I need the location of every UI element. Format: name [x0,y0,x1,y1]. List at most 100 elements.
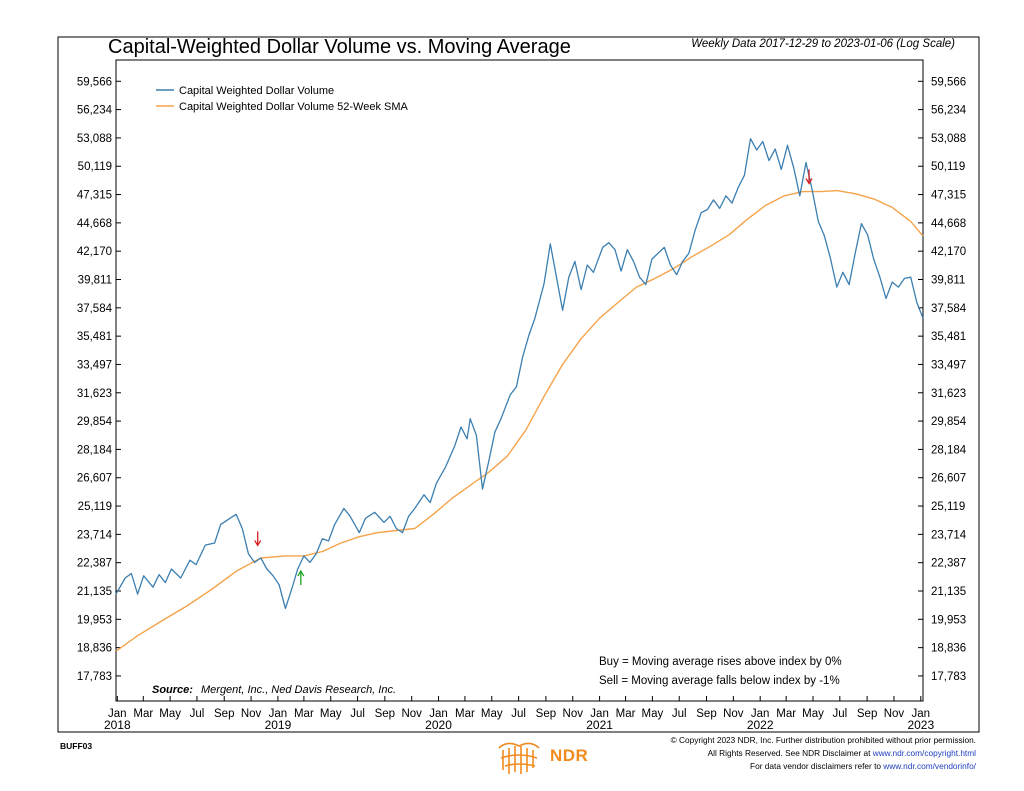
note-sell: Sell = Moving average falls below index … [599,675,840,687]
x-year-label: 2021 [586,718,613,732]
series-layer [115,138,924,652]
x-year-label: 2019 [265,718,292,732]
x-tick-label: Mar [294,708,314,720]
y-tick-label-right: 17,783 [931,671,966,683]
chart-title: Capital-Weighted Dollar Volume vs. Movin… [108,36,571,58]
y-tick-label-right: 59,566 [931,76,966,88]
copyright-line-3-text: For data vendor disclaimers refer to [750,761,884,771]
x-tick-label: Jan [590,708,609,720]
y-tick-label-left: 33,497 [77,359,112,371]
y-tick-label-right: 28,184 [931,444,967,456]
legend-label-series: Capital Weighted Dollar Volume [179,85,334,97]
sell-arrowhead-icon [805,178,813,185]
y-tick-label-left: 42,170 [77,246,112,258]
y-tick-label-right: 37,584 [931,303,967,315]
y-tick-label-right: 44,668 [931,218,966,230]
signal-layer [254,169,813,586]
x-tick-label: Mar [616,708,636,720]
y-tick-label-left: 37,584 [77,303,113,315]
x-tick-label: Mar [776,708,796,720]
y-tick-label-left: 25,119 [78,501,112,513]
x-tick-label: Mar [133,708,153,720]
y-tick-label-right: 35,481 [931,331,966,343]
y-tick-label-left: 18,836 [77,643,112,655]
y-tick-label-left: 44,668 [77,218,112,230]
x-tick-label: Nov [241,708,262,720]
y-tick-label-right: 33,497 [931,359,966,371]
x-tick-label: Jan [108,708,127,720]
x-tick-label: Mar [455,708,475,720]
x-year-label: 2023 [907,718,934,732]
y-tick-label-left: 56,234 [77,105,113,117]
y-axis-left: 59,566 56,234 53,088 50,119 47,315 44,668 42,1… [77,76,121,683]
x-year-label: 2018 [104,718,131,732]
y-tick-label-right: 42,170 [931,246,966,258]
y-tick-label-left: 47,315 [77,190,112,202]
ndr-brand: NDR [550,746,589,765]
x-tick-label: Jul [511,708,526,720]
x-tick-label: Sep [375,708,395,720]
y-tick-label-left: 26,607 [77,473,112,485]
y-tick-label-right: 53,088 [931,133,966,145]
copyright-line-2: All Rights Reserved. See NDR Disclaimer … [671,747,976,760]
sell-arrowhead-icon [254,540,262,547]
source-label: Source: [152,684,193,696]
vendorinfo-link[interactable]: www.ndr.com/vendorinfo/ [883,761,976,771]
ndr-bull-logo-icon [498,742,540,774]
x-tick-label: May [642,708,664,720]
plot-frame [115,59,924,702]
y-axis-right: 59,566 56,234 53,088 50,119 47,315 44,668 42,1… [918,76,967,683]
note-buy: Buy = Moving average rises above index b… [599,656,842,668]
y-tick-label-left: 50,119 [78,161,112,173]
x-tick-label: Nov [723,708,744,720]
copyright-line-2-text: All Rights Reserved. See NDR Disclaimer … [707,748,873,758]
y-tick-label-left: 29,854 [77,416,113,428]
x-year-label: 2022 [747,718,774,732]
x-tick-label: Sep [696,708,716,720]
legend-label-sma: Capital Weighted Dollar Volume 52-Week S… [179,101,409,113]
x-tick-label: May [159,708,181,720]
y-tick-label-left: 31,623 [77,388,112,400]
x-tick-label: May [320,708,342,720]
copyright-link[interactable]: www.ndr.com/copyright.html [872,748,976,758]
y-tick-label-left: 23,714 [77,529,113,541]
y-tick-label-right: 19,953 [931,614,966,626]
x-tick-label: Sep [857,708,877,720]
x-tick-label: Sep [536,708,556,720]
y-tick-label-right: 26,607 [931,473,966,485]
y-tick-label-left: 53,088 [77,133,112,145]
y-tick-label-right: 18,836 [931,643,966,655]
y-tick-label-left: 28,184 [77,444,113,456]
y-tick-label-right: 50,119 [931,161,965,173]
outer-frame [57,36,980,733]
chart-code: BUFF03 [60,741,93,751]
chart-subtitle: Weekly Data 2017-12-29 to 2023-01-06 (Lo… [691,38,955,50]
y-tick-label-left: 19,953 [77,614,112,626]
x-tick-label: Nov [401,708,422,720]
y-tick-label-left: 17,783 [77,671,112,683]
x-tick-label: Jul [672,708,687,720]
copyright-line-3: For data vendor disclaimers refer to www… [671,760,976,773]
y-tick-label-left: 21,135 [77,586,112,598]
x-tick-label: Jan [751,708,770,720]
x-axis: Jan Mar May Jul Sep Nov Jan Mar May Jul Sep Nov Jan M… [104,696,934,732]
x-tick-label: May [802,708,824,720]
source-text: Mergent, Inc., Ned Davis Research, Inc. [201,684,396,696]
y-tick-label-left: 39,811 [78,275,112,287]
y-tick-label-right: 21,135 [931,586,966,598]
legend: Capital Weighted Dollar Volume Capital W… [156,85,409,113]
x-tick-label: Jul [190,708,205,720]
y-tick-label-right: 29,854 [931,416,967,428]
x-tick-label: Jan [269,708,288,720]
x-tick-label: Jul [832,708,847,720]
x-tick-label: Jul [350,708,365,720]
y-tick-label-right: 39,811 [931,275,965,287]
copyright-line-1: © Copyright 2023 NDR, Inc. Further distr… [670,735,976,745]
series-line-dollar-volume [115,138,924,610]
x-tick-label: Sep [214,708,234,720]
x-year-label: 2020 [425,718,452,732]
y-tick-label-right: 23,714 [931,529,967,541]
y-tick-label-right: 25,119 [931,501,965,513]
series-line-52wk-sma [115,189,924,652]
